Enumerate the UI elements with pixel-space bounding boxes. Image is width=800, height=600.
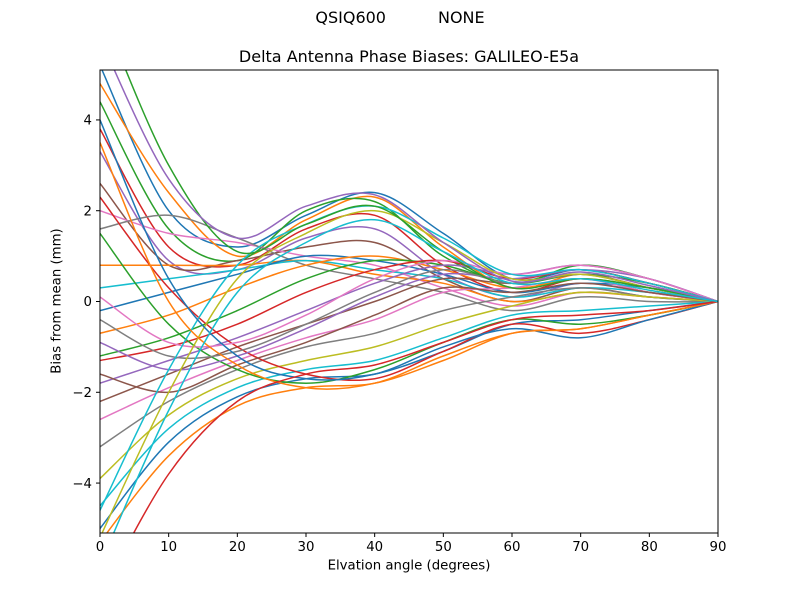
series-line [100,300,718,530]
x-tick-label: 80 [641,540,658,555]
series-line [100,141,718,390]
series-line [101,209,718,533]
x-tick-label: 60 [504,540,521,555]
y-tick-label: 0 [84,295,92,310]
y-tick-label: 2 [84,204,92,219]
axes-box [99,69,719,534]
series-line [113,70,718,303]
x-axis-label: Elvation angle (degrees) [327,558,491,574]
y-tick-label: −4 [72,477,92,492]
x-tick-label: 70 [572,540,589,555]
series-lines [100,70,718,533]
series-line [100,282,718,394]
x-tick-label: 20 [229,540,246,555]
x-tick-label: 0 [96,540,104,555]
series-line [132,300,718,533]
series-line [100,214,718,312]
series-line [100,278,718,421]
y-axis-label: Bias from mean (mm) [49,228,65,374]
series-line [100,119,718,381]
y-tick-label: 4 [84,114,92,129]
x-tick-label: 10 [160,540,177,555]
header-right-text: NONE [437,8,485,27]
y-tick-label: −2 [72,386,92,401]
x-tick-label: 50 [435,540,452,555]
chart-title: Delta Antenna Phase Biases: GALILEO-E5a [238,47,580,66]
series-line [112,219,718,533]
series-line [100,287,718,448]
x-tick-label: 30 [298,540,315,555]
header-left-text: QSIQ600 [315,8,386,27]
series-line [100,259,718,348]
figure-header: QSIQ600 NONE [0,9,800,27]
series-line [100,300,718,507]
series-line [100,232,718,384]
series-line [100,291,718,480]
series-line [100,268,718,371]
series-line [124,70,718,303]
x-tick-label: 90 [710,540,727,555]
series-line [100,82,718,303]
x-tick-label: 40 [366,540,383,555]
series-line [100,259,718,303]
